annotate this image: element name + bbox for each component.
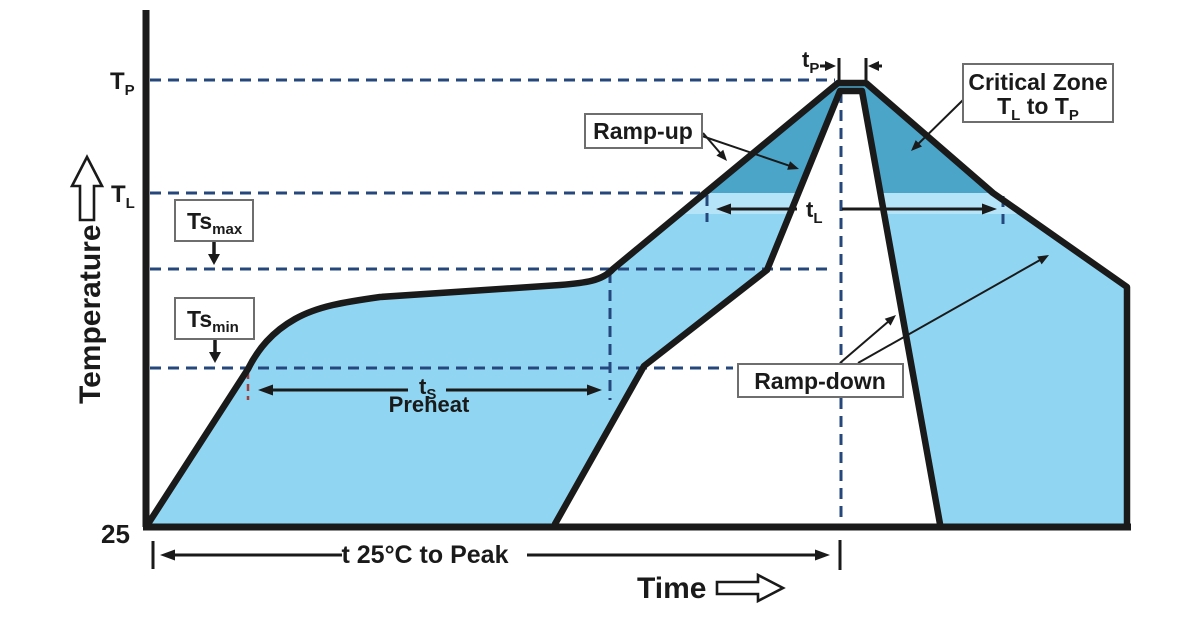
origin-25-label: 25	[101, 519, 130, 549]
tp-dim-label: tP	[802, 47, 819, 77]
annotation-arrow-head	[911, 140, 923, 151]
annotation-arrow	[701, 135, 790, 167]
ramp-down-label: Ramp-down	[754, 368, 886, 394]
tsmin-label: Tsmin	[187, 306, 239, 336]
preheat-label: Preheat	[389, 392, 470, 417]
callout-down-arrow-head	[208, 254, 220, 265]
annotation-arrow-head	[1037, 255, 1049, 265]
temperature-up-arrow-icon	[69, 154, 105, 222]
annotation-arrow	[702, 132, 722, 155]
ts-dim-label: tS	[419, 374, 436, 403]
y-axis-title: Temperature	[74, 224, 107, 404]
annotation-arrow	[839, 320, 890, 364]
ramp-up-box: Ramp-up	[584, 113, 703, 149]
time-right-arrow-icon	[715, 572, 786, 604]
outer-profile-curve	[144, 79, 1131, 528]
callout-down-arrow-head	[209, 352, 221, 363]
inner-profile-curve	[551, 87, 944, 528]
tl-level-label: TL	[111, 181, 135, 212]
tsmax-label: Tsmax	[187, 208, 243, 238]
dimension-arrow-head	[815, 549, 830, 561]
dimension-arrow-head	[160, 549, 175, 561]
tsmin-box: Tsmin	[174, 297, 255, 340]
annotation-arrow-head	[884, 315, 896, 326]
annotation-arrow-head	[716, 149, 727, 161]
inner-profile-fill	[555, 91, 940, 524]
dimension-arrow-head	[716, 203, 731, 215]
t25-to-peak-label: t 25°C to Peak	[341, 541, 508, 569]
axes	[142, 10, 1131, 531]
dimension-arrow-head	[258, 384, 273, 396]
annotation-arrow-head	[787, 161, 799, 170]
tl-dim-label: tL	[806, 197, 823, 227]
ramp-up-label: Ramp-up	[593, 118, 693, 144]
dimension-arrow-head	[825, 61, 836, 71]
critical-zone-label-line2: TL to TP	[997, 93, 1079, 124]
dimension-arrows	[151, 58, 1049, 570]
ramp-down-box: Ramp-down	[737, 363, 904, 398]
annotation-arrow	[857, 259, 1041, 364]
x-axis-title: Time	[637, 572, 706, 605]
dimension-arrow-head	[982, 203, 997, 215]
annotation-arrow	[917, 99, 964, 145]
critical-zone-box: Critical Zone TL to TP	[962, 63, 1114, 124]
critical-zone-label-line1: Critical Zone	[968, 69, 1107, 95]
tp-level-label: TP	[110, 68, 135, 99]
dimension-arrow-head	[587, 384, 602, 396]
dimension-arrow-head	[868, 61, 879, 71]
tsmax-box: Tsmax	[174, 199, 254, 242]
